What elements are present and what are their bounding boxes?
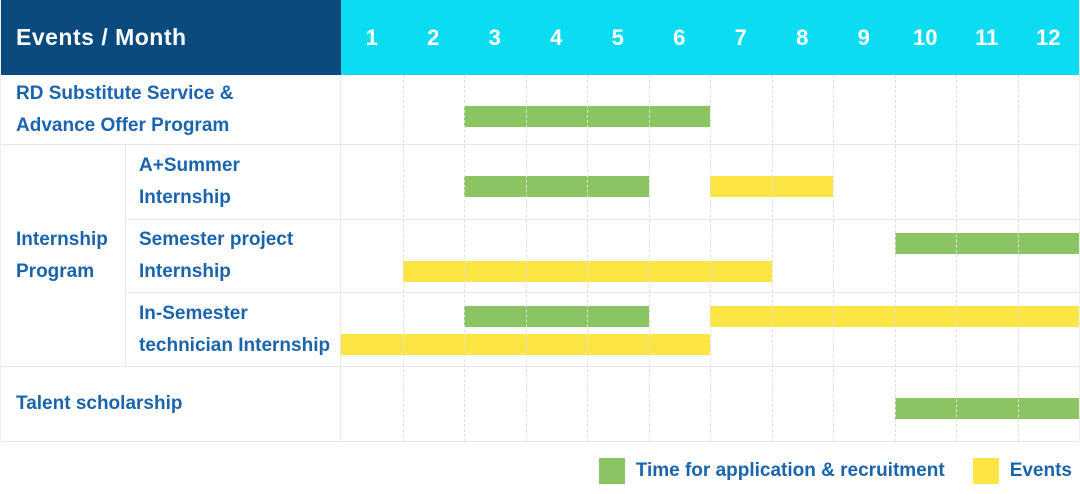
application-bar-months-10-12	[894, 233, 1079, 254]
legend-label-events: Events	[1009, 460, 1072, 481]
application-bar-months-3-5	[464, 176, 649, 197]
legend-item-application: Time for application & recruitment	[598, 458, 945, 484]
gantt-track-talent-scholarship	[341, 367, 1079, 442]
month-header-7: 7	[734, 24, 747, 50]
month-header-1: 1	[365, 24, 378, 50]
event-bar-months-7-8	[710, 176, 833, 197]
event-bar-months-2-7	[402, 261, 772, 282]
month-header-11: 11	[975, 24, 999, 50]
legend-label-application: Time for application & recruitment	[635, 460, 945, 481]
row-label-a-plus-summer: A+Summer Internship	[126, 145, 341, 220]
legend: Time for application & recruitment Event…	[598, 458, 1072, 484]
events-color-swatch	[972, 458, 999, 484]
event-bar-months-7-12	[710, 306, 1079, 327]
corner-header: Events / Month	[1, 0, 341, 75]
gantt-track-rd-substitute	[341, 75, 1079, 145]
event-bar-months-1-6	[341, 334, 710, 355]
month-header-12: 12	[1036, 24, 1061, 50]
corner-header-label: Events / Month	[16, 24, 187, 50]
month-header-10: 10	[913, 24, 938, 50]
month-header-3: 3	[488, 24, 501, 50]
gantt-track-in-semester-technician	[341, 293, 1079, 367]
legend-item-events: Events	[972, 458, 1072, 484]
month-header-4: 4	[550, 24, 563, 50]
row-label-semester-project: Semester project Internship	[126, 220, 341, 293]
gantt-table: Events / Month 1 2 3 4 5 6 7 8 9 10 11 12 RD Substi…	[0, 0, 1080, 442]
row-label-in-semester-technician: In-Semester technician Internship	[126, 293, 341, 367]
row-label-talent-scholarship: Talent scholarship	[1, 367, 341, 442]
month-header-8: 8	[796, 24, 809, 50]
gantt-track-a-plus-summer	[341, 145, 1079, 220]
month-header-5: 5	[611, 24, 624, 50]
month-header-9: 9	[857, 24, 870, 50]
application-bar-months-3-6	[464, 106, 710, 127]
application-bar-months-10-12	[894, 398, 1079, 419]
row-label-rd-substitute: RD Substitute Service & Advance Offer Pr…	[1, 75, 341, 145]
month-header-row: 1 2 3 4 5 6 7 8 9 10 11 12	[341, 0, 1079, 75]
application-bar-months-3-5	[464, 306, 649, 327]
month-header-6: 6	[673, 24, 686, 50]
application-color-swatch	[598, 458, 625, 484]
month-header-2: 2	[427, 24, 440, 50]
row-group-internship-program: Internship Program	[1, 145, 126, 367]
gantt-track-semester-project	[341, 220, 1079, 293]
